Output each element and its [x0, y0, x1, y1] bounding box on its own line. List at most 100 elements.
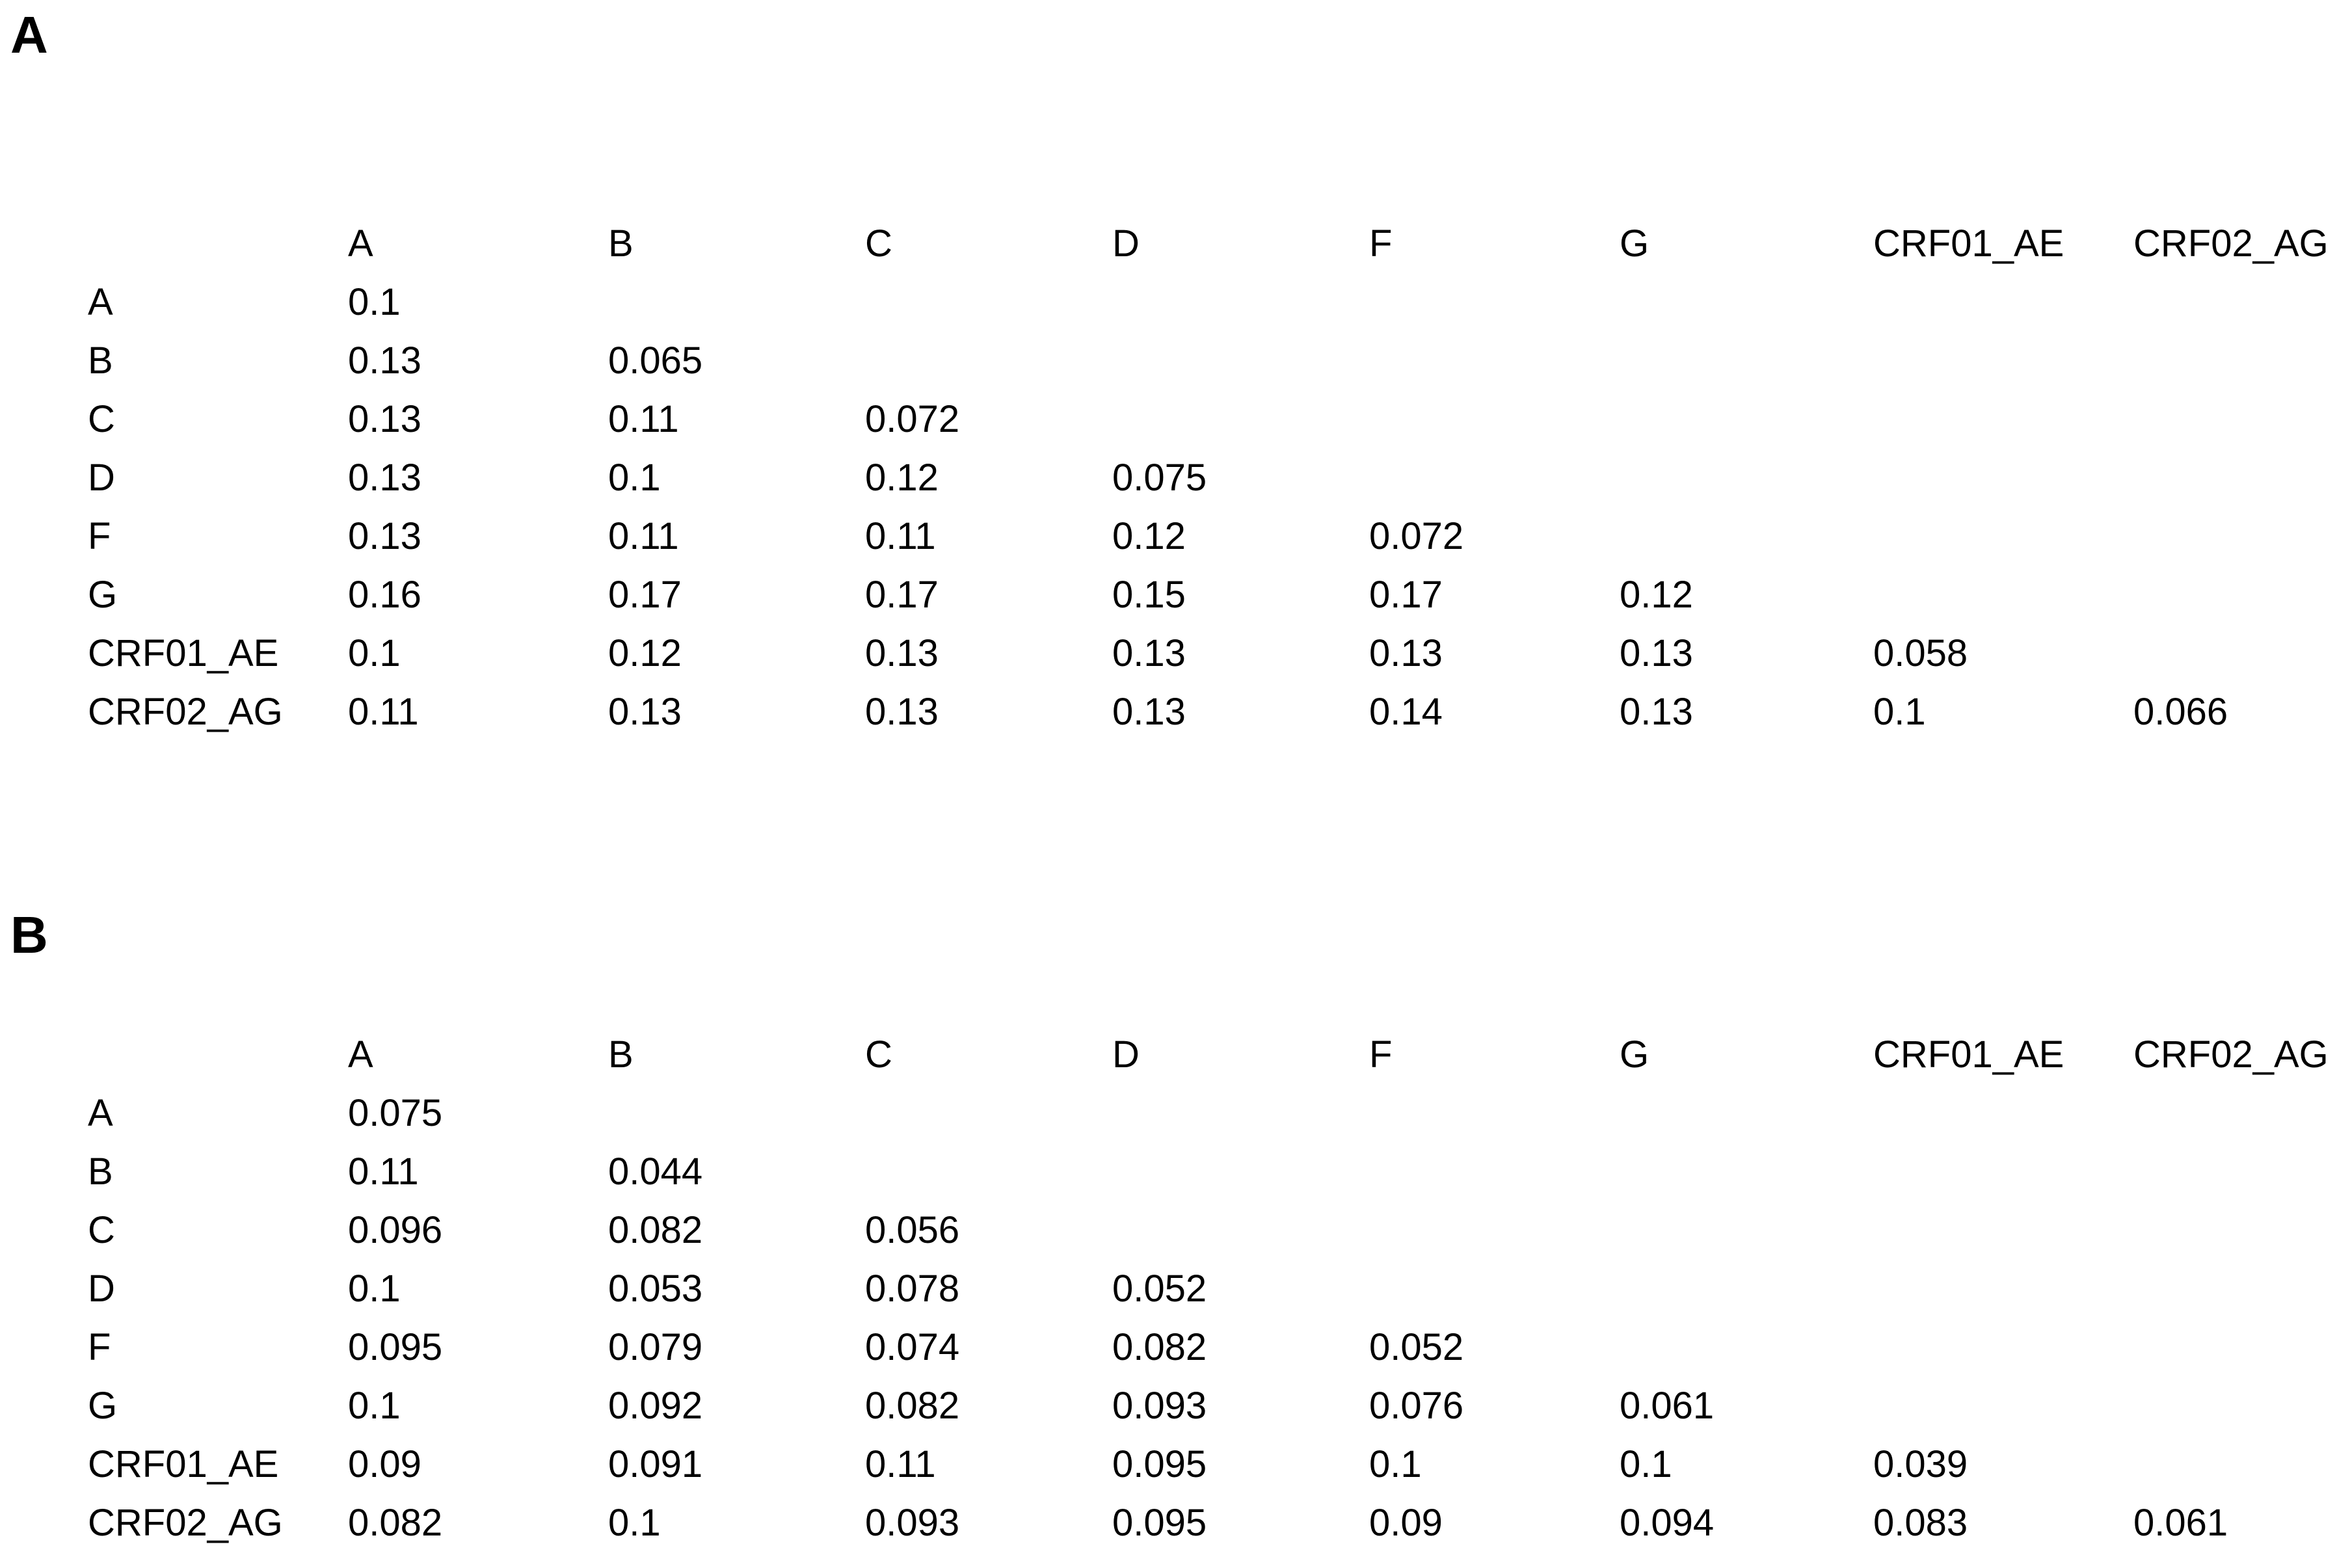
matrix-cell: 0.061	[2133, 1502, 2228, 1544]
matrix-cell: 0.058	[1873, 632, 1968, 674]
matrix-cell	[1873, 390, 2133, 449]
matrix-cell: 0.044	[608, 1150, 703, 1193]
matrix-cell	[1620, 507, 1873, 566]
matrix-cell: 0.11	[608, 398, 679, 440]
corner-cell	[88, 215, 348, 273]
matrix-cell	[1369, 449, 1620, 507]
row-header: CRF01_AE	[88, 1443, 279, 1485]
matrix-cell: 0.091	[608, 1443, 703, 1485]
matrix-cell: 0.039	[1873, 1443, 1968, 1485]
matrix-cell: 0.12	[1112, 515, 1186, 557]
matrix-cell: 0.13	[1369, 632, 1443, 674]
matrix-cell	[2133, 449, 2335, 507]
matrix-cell	[2133, 1201, 2335, 1260]
row-header: C	[88, 398, 115, 440]
matrix-cell: 0.082	[1112, 1326, 1207, 1368]
matrix-cell	[1620, 390, 1873, 449]
matrix-cell: 0.082	[865, 1385, 960, 1427]
matrix-cell: 0.13	[348, 398, 421, 440]
matrix-cell: 0.056	[865, 1209, 960, 1251]
matrix-cell	[2133, 390, 2335, 449]
matrix-cell	[1620, 1143, 1873, 1201]
matrix-cell: 0.1	[608, 457, 661, 499]
column-header: F	[1369, 1033, 1393, 1076]
matrix-cell: 0.13	[348, 515, 421, 557]
matrix-cell	[608, 273, 865, 332]
matrix-cell: 0.12	[608, 632, 682, 674]
matrix-cell	[1620, 273, 1873, 332]
matrix-cell: 0.11	[348, 691, 419, 733]
matrix-cell	[2133, 1318, 2335, 1377]
matrix-cell: 0.1	[608, 1502, 661, 1544]
matrix-cell: 0.074	[865, 1326, 960, 1368]
matrix-cell: 0.075	[1112, 457, 1207, 499]
matrix-cell	[608, 1084, 865, 1143]
matrix-cell	[2133, 332, 2335, 390]
matrix-cell: 0.052	[1369, 1326, 1464, 1368]
matrix-cell: 0.11	[865, 1443, 936, 1485]
matrix-cell: 0.095	[348, 1326, 443, 1368]
matrix-cell	[1369, 1260, 1620, 1318]
matrix-cell	[865, 1084, 1112, 1143]
matrix-cell: 0.13	[1620, 691, 1693, 733]
row-header: G	[88, 574, 118, 616]
matrix-cell	[1620, 1260, 1873, 1318]
matrix-cell: 0.17	[608, 574, 682, 616]
matrix-cell	[865, 332, 1112, 390]
matrix-cell: 0.052	[1112, 1268, 1207, 1310]
matrix-cell: 0.1	[348, 281, 401, 323]
matrix-cell	[1112, 1143, 1369, 1201]
panel-b-label: B	[10, 906, 48, 964]
matrix-cell	[1369, 390, 1620, 449]
matrix-cell: 0.092	[608, 1385, 703, 1427]
matrix-cell	[2133, 1435, 2335, 1494]
matrix-cell	[1112, 1201, 1369, 1260]
column-header: G	[1620, 1033, 1649, 1076]
column-header: C	[865, 222, 892, 265]
matrix-cell	[1369, 332, 1620, 390]
matrix-cell	[1112, 390, 1369, 449]
matrix-cell	[865, 1143, 1112, 1201]
column-header: B	[608, 1033, 634, 1076]
matrix-cell	[1369, 1143, 1620, 1201]
column-header: A	[348, 222, 373, 265]
matrix-cell: 0.13	[1112, 632, 1186, 674]
matrix-cell	[1369, 1201, 1620, 1260]
row-header: F	[88, 515, 111, 557]
matrix-cell: 0.1	[348, 1268, 401, 1310]
matrix-cell: 0.1	[348, 1385, 401, 1427]
matrix-cell: 0.09	[1369, 1502, 1443, 1544]
matrix-cell: 0.053	[608, 1268, 703, 1310]
column-header: B	[608, 222, 634, 265]
corner-cell	[88, 1026, 348, 1084]
matrix-cell	[1873, 332, 2133, 390]
column-header: D	[1112, 222, 1140, 265]
matrix-cell: 0.096	[348, 1209, 443, 1251]
matrix-cell: 0.17	[865, 574, 939, 616]
column-header: C	[865, 1033, 892, 1076]
row-header: CRF01_AE	[88, 632, 279, 674]
row-header: B	[88, 1150, 113, 1193]
matrix-cell: 0.094	[1620, 1502, 1715, 1544]
matrix-cell	[2133, 1084, 2335, 1143]
matrix-cell	[2133, 1143, 2335, 1201]
matrix-cell: 0.066	[2133, 691, 2228, 733]
matrix-cell	[1620, 1318, 1873, 1377]
column-header: A	[348, 1033, 373, 1076]
matrix-cell	[1873, 273, 2133, 332]
row-header: D	[88, 457, 115, 499]
matrix-cell: 0.11	[608, 515, 679, 557]
matrix-cell: 0.11	[865, 515, 936, 557]
matrix-cell	[2133, 1377, 2335, 1435]
matrix-cell: 0.13	[348, 339, 421, 382]
row-header: A	[88, 281, 113, 323]
matrix-cell: 0.072	[1369, 515, 1464, 557]
matrix-cell: 0.13	[1620, 632, 1693, 674]
matrix-cell	[1873, 507, 2133, 566]
matrix-cell	[2133, 273, 2335, 332]
matrix-cell	[1369, 273, 1620, 332]
column-header: CRF02_AG	[2133, 1033, 2329, 1076]
matrix-cell	[1873, 1201, 2133, 1260]
matrix-cell: 0.1	[1620, 1443, 1672, 1485]
